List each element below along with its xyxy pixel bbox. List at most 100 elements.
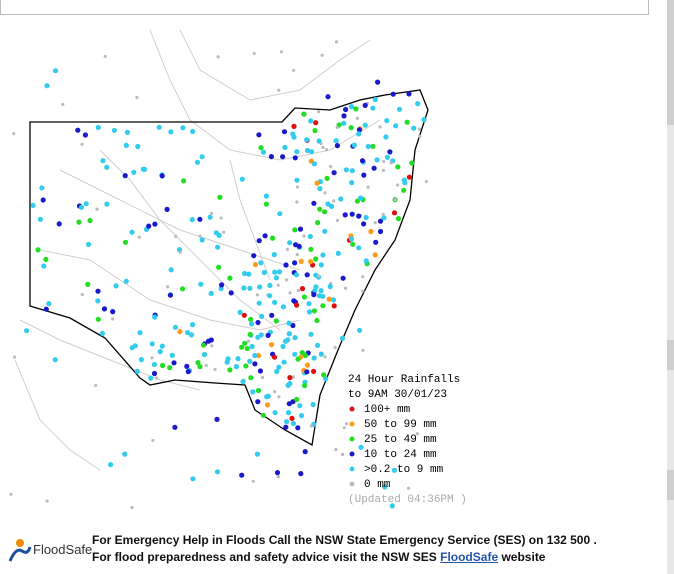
rain-gauge [292,155,298,161]
rain-gauge [357,327,363,333]
rain-gauge [185,330,191,336]
rain-gauge [304,147,311,154]
rain-gauge [297,226,304,232]
rain-gauge [363,258,369,264]
rain-gauge [294,149,300,155]
rain-gauge [80,142,84,146]
rain-gauge [201,351,208,358]
rain-gauge [323,376,329,382]
rain-gauge [111,127,117,133]
rain-gauge [406,486,410,490]
legend-label: 50 to 99 mm [364,419,437,431]
rain-gauge [241,270,248,277]
rain-gauge [252,51,256,56]
rain-gauge [355,116,359,120]
rain-gauge [291,375,296,379]
rain-gauge [264,394,270,400]
rain-gauge [291,298,297,304]
rain-gauge [311,308,317,314]
rain-gauge [95,298,101,304]
rain-gauge [291,123,297,129]
rain-gauge [424,179,428,184]
rain-gauge [197,216,203,222]
rain-gauge [323,355,327,359]
rain-gauge [372,96,378,103]
rain-gauge [415,432,419,436]
rain-gauge [317,206,323,212]
rain-gauge [167,292,173,298]
rain-gauge [276,364,282,370]
rain-gauge [272,299,278,305]
rain-gauge [325,94,331,100]
rain-gauge [338,196,344,202]
rain-gauge [157,349,163,355]
rain-gauge [264,402,271,408]
rain-gauge [320,293,326,299]
footer-line: For flood preparedness and safety advice… [92,549,597,566]
rain-gauge [281,359,287,365]
rain-gauge [41,263,47,269]
rain-gauge [250,389,256,395]
rain-gauge [207,214,213,220]
rain-gauge [292,260,298,266]
rain-gauge [290,420,297,427]
rain-gauge [255,293,259,297]
rain-gauge [312,128,318,134]
rain-gauge [361,289,365,293]
rain-gauge [304,362,310,368]
legend-label: 10 to 24 mm [364,449,437,461]
rain-gauge [358,444,364,450]
rain-gauge [370,143,376,149]
rain-gauge [342,212,348,218]
rain-gauge [298,258,304,264]
rain-gauge [244,345,250,352]
rain-gauge [390,91,396,97]
rain-gauge [198,234,202,238]
rain-gauge [37,216,44,222]
rain-gauge [273,318,279,324]
logo: FloodSafe [8,537,92,562]
rain-gauge [104,201,110,207]
rain-gauge [30,202,36,208]
rain-gauge [307,233,313,240]
rain-gauge [281,129,288,135]
rain-gauge [312,288,318,294]
rain-gauge [314,342,321,348]
rain-gauge [251,253,257,259]
rain-gauge [111,317,115,321]
rain-gauge [254,451,260,457]
rain-gauge [239,472,245,478]
rain-gauge [75,127,81,133]
rain-gauge [76,219,82,225]
rain-gauge [333,138,339,144]
rain-gauge [280,154,286,160]
rain-gauge [309,424,313,428]
rain-gauge [216,55,220,59]
rain-gauge [335,250,341,256]
rain-gauge [280,304,286,310]
rain-gauge [308,259,314,265]
rain-gauge [396,106,403,112]
rain-gauge [251,479,255,483]
rain-gauge [257,368,263,374]
rain-gauge [216,264,222,270]
legend-period: to 9AM 30/01/23 [348,389,447,401]
rain-gauge [45,499,49,503]
rain-gauge [320,252,326,258]
rain-gauge [35,247,41,253]
rain-gauge [257,284,263,290]
rain-gauge [277,395,281,399]
rain-gauge [317,274,321,278]
rain-gauge [208,290,214,296]
floodsafe-link[interactable]: FloodSafe [440,550,499,564]
rain-gauge [282,144,288,150]
rain-gauge [215,244,221,250]
rain-gauge [83,201,89,207]
rain-gauge [272,410,278,416]
rain-gauge [95,288,101,294]
rain-gauge [361,348,365,352]
rain-gauge [151,361,157,368]
rain-gauge [304,272,310,278]
rain-gauge [311,161,317,167]
rain-gauge [200,342,207,348]
